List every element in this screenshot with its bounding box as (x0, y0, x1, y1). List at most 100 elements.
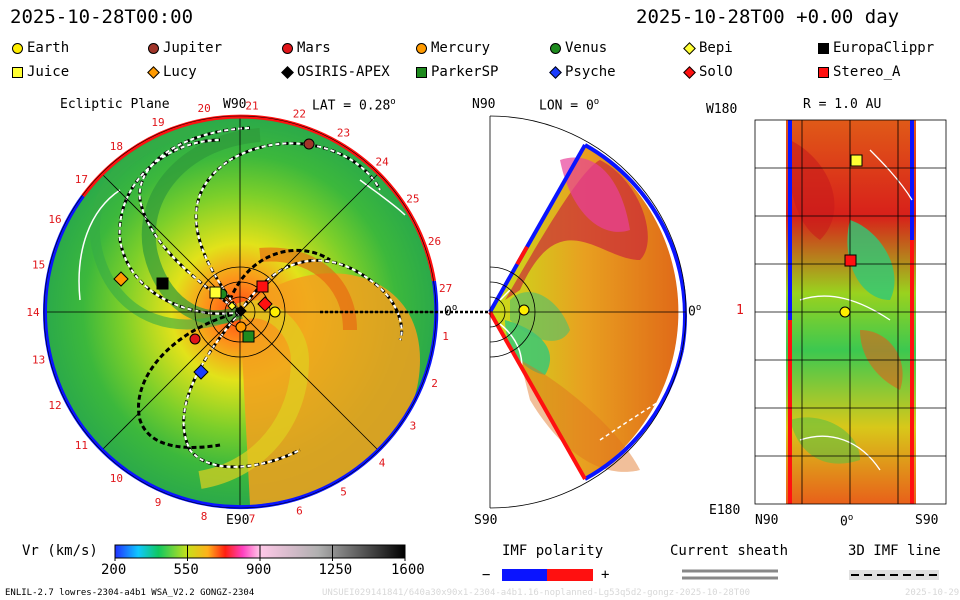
carrington-tick-19: 19 (151, 116, 164, 129)
carrington-tick-25: 25 (406, 192, 419, 205)
colorbar-tick-label: 1250 (318, 562, 353, 578)
carrington-tick-24: 24 (375, 155, 389, 168)
square-marker-icon (416, 66, 427, 78)
colorbar-tick-label: 550 (173, 562, 199, 578)
osiris-apex-marker (235, 305, 247, 317)
meridional-zero-label: 0o (688, 303, 702, 320)
ecliptic-markers (113, 138, 315, 380)
legend-item-psyche: Psyche (549, 64, 616, 80)
mercury-marker (235, 321, 247, 333)
carrington-tick-1: 1 (442, 330, 449, 343)
imf-polarity-bar (502, 569, 593, 581)
legend-item-label: Mars (297, 40, 331, 56)
footer-model: ENLIL-2.7 lowres-2304-a4b1 WSA_V2.2 GONG… (5, 588, 255, 598)
meridional-panel (488, 115, 687, 509)
legend-item-lucy: Lucy (147, 64, 197, 80)
juice-marker (209, 286, 222, 299)
legend-item-label: ParkerSP (431, 64, 499, 80)
rpanel-juice-marker (850, 154, 863, 167)
footer-run-id: UNSUEI029141841/640a30x90x1-2304-a4b1.16… (322, 588, 751, 598)
colorbar-tick-label: 200 (101, 562, 127, 578)
legend-item-label: Earth (27, 40, 70, 56)
rpanel-earth-marker (839, 306, 851, 318)
psyche-marker (193, 364, 209, 380)
carrington-tick-12: 12 (48, 399, 61, 412)
legend-item-label: Psyche (565, 64, 616, 80)
carrington-tick-6: 6 (296, 504, 303, 517)
rpanel-w180-label: W180 (706, 102, 738, 117)
imf-plus-label: + (601, 567, 610, 583)
legend-item-stereo-a: Stereo_A (818, 64, 900, 80)
rpanel-title: R = 1.0 AU (803, 97, 882, 112)
legend-item-jupiter: Jupiter (148, 40, 222, 56)
footer-date-stamp: 2025-10-29 (905, 588, 960, 598)
legend-item-label: Mercury (431, 40, 491, 56)
rpanel-s90-label: S90 (915, 513, 939, 528)
legend-item-label: SolO (699, 64, 733, 80)
legend-item-label: Juice (27, 64, 70, 80)
ecliptic-e90-label: E90 (226, 513, 250, 528)
legend-item-earth: Earth (12, 40, 69, 56)
square-marker-icon (818, 42, 829, 54)
datetime-left: 2025-10-28T00:00 (10, 6, 194, 28)
colorbar (114, 544, 406, 561)
current-sheath-sample (682, 569, 778, 580)
carrington-tick-14: 14 (26, 306, 40, 319)
ecliptic-title: Ecliptic Plane (60, 97, 170, 112)
carrington-ticks: 20 21222324252627123456789101112131415161… (26, 99, 452, 525)
colorbar-label: Vr (km/s) (22, 543, 98, 559)
carrington-tick-9: 9 (155, 496, 162, 509)
legend-item-mercury: Mercury (416, 40, 490, 56)
legend-item-bepi: Bepi (683, 40, 733, 56)
earth-marker (269, 306, 281, 318)
meridional-earth-marker (518, 304, 530, 316)
ecliptic-w90-label: W90 (223, 97, 247, 112)
legend-item-parkersp: ParkerSP (416, 64, 498, 80)
legend-item-label: Venus (565, 40, 608, 56)
legend-item-europaclippr: EuropaClippr (818, 40, 934, 56)
rpanel-e180-label: E180 (709, 503, 741, 518)
carrington-tick-8: 8 (201, 510, 208, 523)
carrington-tick-11: 11 (75, 439, 88, 452)
carrington-tick-10: 10 (110, 472, 123, 485)
square-marker-icon (12, 66, 23, 78)
carrington-tick-13: 13 (32, 354, 45, 367)
rpanel-stereo-a-marker (844, 254, 857, 267)
carrington-tick-21: 21 (245, 99, 258, 112)
legend-item-osiris-apex: OSIRIS-APEX (281, 64, 390, 80)
carrington-tick-18: 18 (110, 140, 123, 153)
imf-polarity-label: IMF polarity (502, 543, 604, 559)
meridional-lon-label: LON = 0o (539, 97, 600, 114)
carrington-tick-22: 22 (293, 108, 306, 121)
carrington-tick-16: 16 (48, 213, 61, 226)
datetime-right: 2025-10-28T00 +0.00 day (636, 6, 900, 28)
legend-item-venus: Venus (550, 40, 607, 56)
solo-marker (257, 296, 273, 312)
circle-marker-icon (12, 42, 23, 54)
carrington-tick-2: 2 (431, 377, 438, 390)
legend-item-label: EuropaClippr (833, 40, 935, 56)
lucy-marker (113, 271, 129, 287)
ecliptic-lat-label: LAT = 0.28o (312, 97, 396, 114)
imf-line-label: 3D IMF line (848, 543, 941, 559)
carrington-tick-26: 26 (428, 235, 441, 248)
mars-marker (189, 333, 201, 345)
imf-line-sample (849, 570, 939, 580)
imf-minus-label: − (482, 567, 491, 583)
legend-item-label: Stereo_A (833, 64, 901, 80)
legend-item-solo: SolO (683, 64, 733, 80)
carrington-tick-23: 23 (337, 127, 350, 140)
colorbar-tick-label: 1600 (391, 562, 425, 578)
legend-item-label: Lucy (163, 64, 197, 80)
carrington-tick-17: 17 (75, 173, 88, 186)
carrington-tick-3: 3 (410, 420, 417, 433)
square-marker-icon (818, 66, 829, 78)
r-panel (754, 119, 947, 505)
bepi-marker (227, 301, 237, 311)
circle-marker-icon (550, 42, 561, 54)
carrington-tick-15: 15 (32, 258, 45, 271)
legend-item-mars: Mars (282, 40, 331, 56)
legend-item-label: Jupiter (163, 40, 223, 56)
circle-marker-icon (416, 42, 427, 54)
